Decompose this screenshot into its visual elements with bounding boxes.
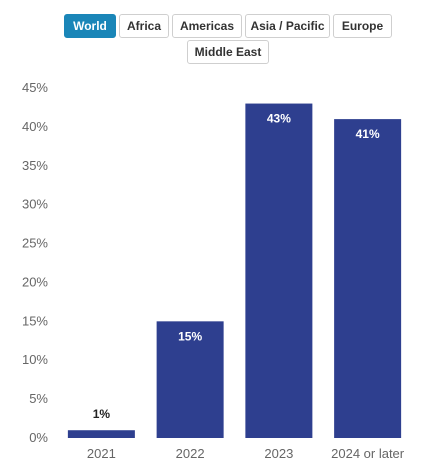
y-tick-label: 0%	[29, 430, 48, 445]
y-tick-label: 5%	[29, 391, 48, 406]
tab-americas[interactable]: Americas	[172, 14, 242, 38]
bar-2023[interactable]	[245, 103, 313, 439]
data-label: 15%	[178, 329, 202, 343]
y-tick-label: 25%	[22, 236, 48, 251]
tab-europe[interactable]: Europe	[333, 14, 392, 38]
y-tick-label: 10%	[22, 352, 48, 367]
x-axis: 2021 2022 2023 2024 or later	[87, 446, 405, 461]
x-tick-label: 2022	[176, 446, 205, 461]
y-tick-label: 45%	[22, 80, 48, 95]
data-label: 1%	[93, 407, 111, 421]
y-tick-label: 20%	[22, 274, 48, 289]
bar-2022[interactable]	[156, 321, 224, 438]
data-label: 41%	[356, 127, 380, 141]
data-labels: 1% 15% 43% 41%	[93, 112, 380, 422]
y-axis: 0% 5% 10% 15% 20% 25% 30% 35% 40% 45%	[22, 80, 48, 445]
y-tick-label: 35%	[22, 158, 48, 173]
data-label: 43%	[267, 112, 291, 126]
tab-middle-east[interactable]: Middle East	[187, 40, 269, 64]
tab-world[interactable]: World	[64, 14, 116, 38]
x-tick-label: 2021	[87, 446, 116, 461]
bars	[67, 103, 402, 439]
x-tick-label: 2024 or later	[331, 446, 405, 461]
y-tick-label: 30%	[22, 197, 48, 212]
x-tick-label: 2023	[264, 446, 293, 461]
bar-2024-or-later[interactable]	[334, 119, 402, 438]
y-tick-label: 15%	[22, 313, 48, 328]
bar-2021[interactable]	[67, 430, 135, 438]
y-tick-label: 40%	[22, 119, 48, 134]
tab-africa[interactable]: Africa	[119, 14, 169, 38]
tab-asia-pacific[interactable]: Asia / Pacific	[245, 14, 330, 38]
